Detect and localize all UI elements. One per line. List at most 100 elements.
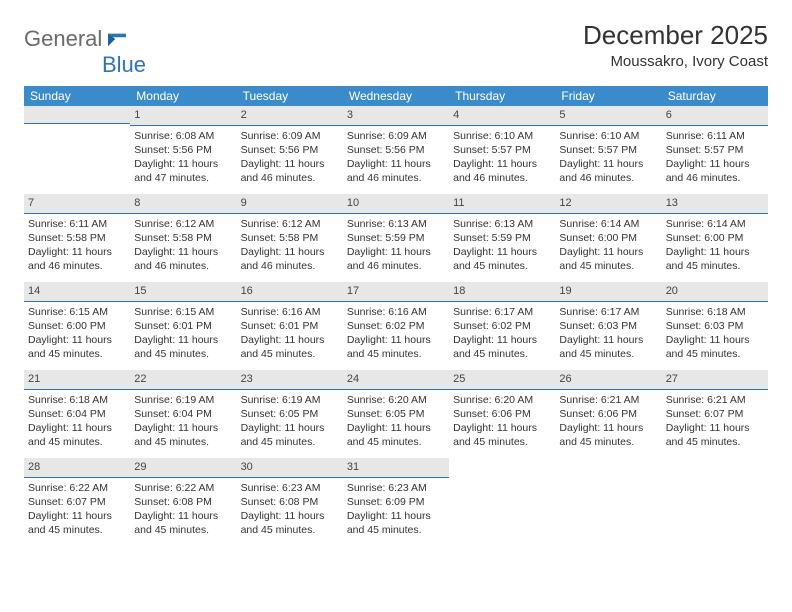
calendar-week-row: 28Sunrise: 6:22 AMSunset: 6:07 PMDayligh…: [24, 458, 768, 546]
calendar-day-cell: 1Sunrise: 6:08 AMSunset: 5:56 PMDaylight…: [130, 106, 236, 194]
daylight-line: Daylight: 11 hours and 45 minutes.: [134, 509, 232, 537]
calendar-day-cell: 26Sunrise: 6:21 AMSunset: 6:06 PMDayligh…: [555, 370, 661, 458]
day-detail: Sunrise: 6:11 AMSunset: 5:57 PMDaylight:…: [662, 126, 768, 188]
sunrise-line: Sunrise: 6:21 AM: [559, 393, 657, 407]
sunset-line: Sunset: 6:09 PM: [347, 495, 445, 509]
sunrise-line: Sunrise: 6:12 AM: [241, 217, 339, 231]
calendar-day-cell: 9Sunrise: 6:12 AMSunset: 5:58 PMDaylight…: [237, 194, 343, 282]
logo: General: [24, 26, 130, 52]
sunset-line: Sunset: 6:00 PM: [666, 231, 764, 245]
daylight-line: Daylight: 11 hours and 46 minutes.: [559, 157, 657, 185]
day-number: 11: [449, 194, 555, 214]
daylight-line: Daylight: 11 hours and 45 minutes.: [241, 333, 339, 361]
sunrise-line: Sunrise: 6:15 AM: [134, 305, 232, 319]
calendar-day-cell: 25Sunrise: 6:20 AMSunset: 6:06 PMDayligh…: [449, 370, 555, 458]
sunrise-line: Sunrise: 6:19 AM: [241, 393, 339, 407]
sunrise-line: Sunrise: 6:16 AM: [241, 305, 339, 319]
calendar-table: SundayMondayTuesdayWednesdayThursdayFrid…: [24, 86, 768, 546]
day-detail: Sunrise: 6:11 AMSunset: 5:58 PMDaylight:…: [24, 214, 130, 276]
calendar-day-cell: 15Sunrise: 6:15 AMSunset: 6:01 PMDayligh…: [130, 282, 236, 370]
day-detail: Sunrise: 6:17 AMSunset: 6:02 PMDaylight:…: [449, 302, 555, 364]
day-number: 30: [237, 458, 343, 478]
flag-icon: [106, 30, 128, 48]
day-detail: Sunrise: 6:16 AMSunset: 6:02 PMDaylight:…: [343, 302, 449, 364]
calendar-day-cell: 22Sunrise: 6:19 AMSunset: 6:04 PMDayligh…: [130, 370, 236, 458]
calendar-day-cell: 4Sunrise: 6:10 AMSunset: 5:57 PMDaylight…: [449, 106, 555, 194]
calendar-day-cell: 23Sunrise: 6:19 AMSunset: 6:05 PMDayligh…: [237, 370, 343, 458]
calendar-day-cell: 7Sunrise: 6:11 AMSunset: 5:58 PMDaylight…: [24, 194, 130, 282]
calendar-page: General December 2025 Moussakro, Ivory C…: [0, 0, 792, 566]
calendar-day-cell: 31Sunrise: 6:23 AMSunset: 6:09 PMDayligh…: [343, 458, 449, 546]
calendar-week-row: 7Sunrise: 6:11 AMSunset: 5:58 PMDaylight…: [24, 194, 768, 282]
sunrise-line: Sunrise: 6:10 AM: [453, 129, 551, 143]
day-number: 12: [555, 194, 661, 214]
daylight-line: Daylight: 11 hours and 46 minutes.: [347, 157, 445, 185]
daylight-line: Daylight: 11 hours and 46 minutes.: [241, 245, 339, 273]
calendar-day-cell: 19Sunrise: 6:17 AMSunset: 6:03 PMDayligh…: [555, 282, 661, 370]
day-number: 2: [237, 106, 343, 126]
sunrise-line: Sunrise: 6:14 AM: [666, 217, 764, 231]
sunrise-line: Sunrise: 6:11 AM: [28, 217, 126, 231]
day-detail: Sunrise: 6:16 AMSunset: 6:01 PMDaylight:…: [237, 302, 343, 364]
daylight-line: Daylight: 11 hours and 46 minutes.: [347, 245, 445, 273]
sunset-line: Sunset: 5:58 PM: [241, 231, 339, 245]
daylight-line: Daylight: 11 hours and 45 minutes.: [666, 245, 764, 273]
day-number: 23: [237, 370, 343, 390]
sunset-line: Sunset: 6:07 PM: [28, 495, 126, 509]
sunset-line: Sunset: 6:03 PM: [559, 319, 657, 333]
sunrise-line: Sunrise: 6:22 AM: [134, 481, 232, 495]
day-detail: Sunrise: 6:10 AMSunset: 5:57 PMDaylight:…: [555, 126, 661, 188]
calendar-day-cell: [662, 458, 768, 546]
sunset-line: Sunset: 6:04 PM: [28, 407, 126, 421]
sunrise-line: Sunrise: 6:09 AM: [347, 129, 445, 143]
day-detail: Sunrise: 6:20 AMSunset: 6:06 PMDaylight:…: [449, 390, 555, 452]
sunrise-line: Sunrise: 6:19 AM: [134, 393, 232, 407]
weekday-header: Sunday: [24, 86, 130, 106]
calendar-day-cell: [24, 106, 130, 194]
calendar-week-row: 14Sunrise: 6:15 AMSunset: 6:00 PMDayligh…: [24, 282, 768, 370]
day-detail: Sunrise: 6:09 AMSunset: 5:56 PMDaylight:…: [237, 126, 343, 188]
daylight-line: Daylight: 11 hours and 45 minutes.: [453, 333, 551, 361]
daylight-line: Daylight: 11 hours and 45 minutes.: [453, 421, 551, 449]
sunrise-line: Sunrise: 6:15 AM: [28, 305, 126, 319]
day-number: 10: [343, 194, 449, 214]
sunrise-line: Sunrise: 6:09 AM: [241, 129, 339, 143]
calendar-day-cell: 27Sunrise: 6:21 AMSunset: 6:07 PMDayligh…: [662, 370, 768, 458]
day-number: 22: [130, 370, 236, 390]
empty-daynum-bar: [24, 106, 130, 124]
daylight-line: Daylight: 11 hours and 46 minutes.: [666, 157, 764, 185]
sunrise-line: Sunrise: 6:21 AM: [666, 393, 764, 407]
sunrise-line: Sunrise: 6:13 AM: [453, 217, 551, 231]
month-title: December 2025: [583, 20, 768, 51]
calendar-day-cell: [555, 458, 661, 546]
day-detail: Sunrise: 6:17 AMSunset: 6:03 PMDaylight:…: [555, 302, 661, 364]
daylight-line: Daylight: 11 hours and 45 minutes.: [28, 333, 126, 361]
calendar-day-cell: 10Sunrise: 6:13 AMSunset: 5:59 PMDayligh…: [343, 194, 449, 282]
sunset-line: Sunset: 5:57 PM: [666, 143, 764, 157]
sunrise-line: Sunrise: 6:11 AM: [666, 129, 764, 143]
sunset-line: Sunset: 6:01 PM: [241, 319, 339, 333]
sunset-line: Sunset: 6:03 PM: [666, 319, 764, 333]
day-number: 29: [130, 458, 236, 478]
sunset-line: Sunset: 6:02 PM: [347, 319, 445, 333]
day-number: 3: [343, 106, 449, 126]
sunrise-line: Sunrise: 6:10 AM: [559, 129, 657, 143]
sunset-line: Sunset: 6:04 PM: [134, 407, 232, 421]
calendar-day-cell: 28Sunrise: 6:22 AMSunset: 6:07 PMDayligh…: [24, 458, 130, 546]
day-detail: Sunrise: 6:22 AMSunset: 6:08 PMDaylight:…: [130, 478, 236, 540]
weekday-header: Thursday: [449, 86, 555, 106]
sunrise-line: Sunrise: 6:20 AM: [347, 393, 445, 407]
day-number: 24: [343, 370, 449, 390]
sunset-line: Sunset: 5:56 PM: [241, 143, 339, 157]
daylight-line: Daylight: 11 hours and 45 minutes.: [241, 421, 339, 449]
sunset-line: Sunset: 5:59 PM: [453, 231, 551, 245]
day-detail: Sunrise: 6:09 AMSunset: 5:56 PMDaylight:…: [343, 126, 449, 188]
day-detail: Sunrise: 6:18 AMSunset: 6:03 PMDaylight:…: [662, 302, 768, 364]
day-number: 19: [555, 282, 661, 302]
weekday-header: Saturday: [662, 86, 768, 106]
day-detail: Sunrise: 6:20 AMSunset: 6:05 PMDaylight:…: [343, 390, 449, 452]
day-number: 5: [555, 106, 661, 126]
weekday-header: Tuesday: [237, 86, 343, 106]
location-line: Moussakro, Ivory Coast: [583, 53, 768, 70]
logo-text-general: General: [24, 26, 102, 52]
